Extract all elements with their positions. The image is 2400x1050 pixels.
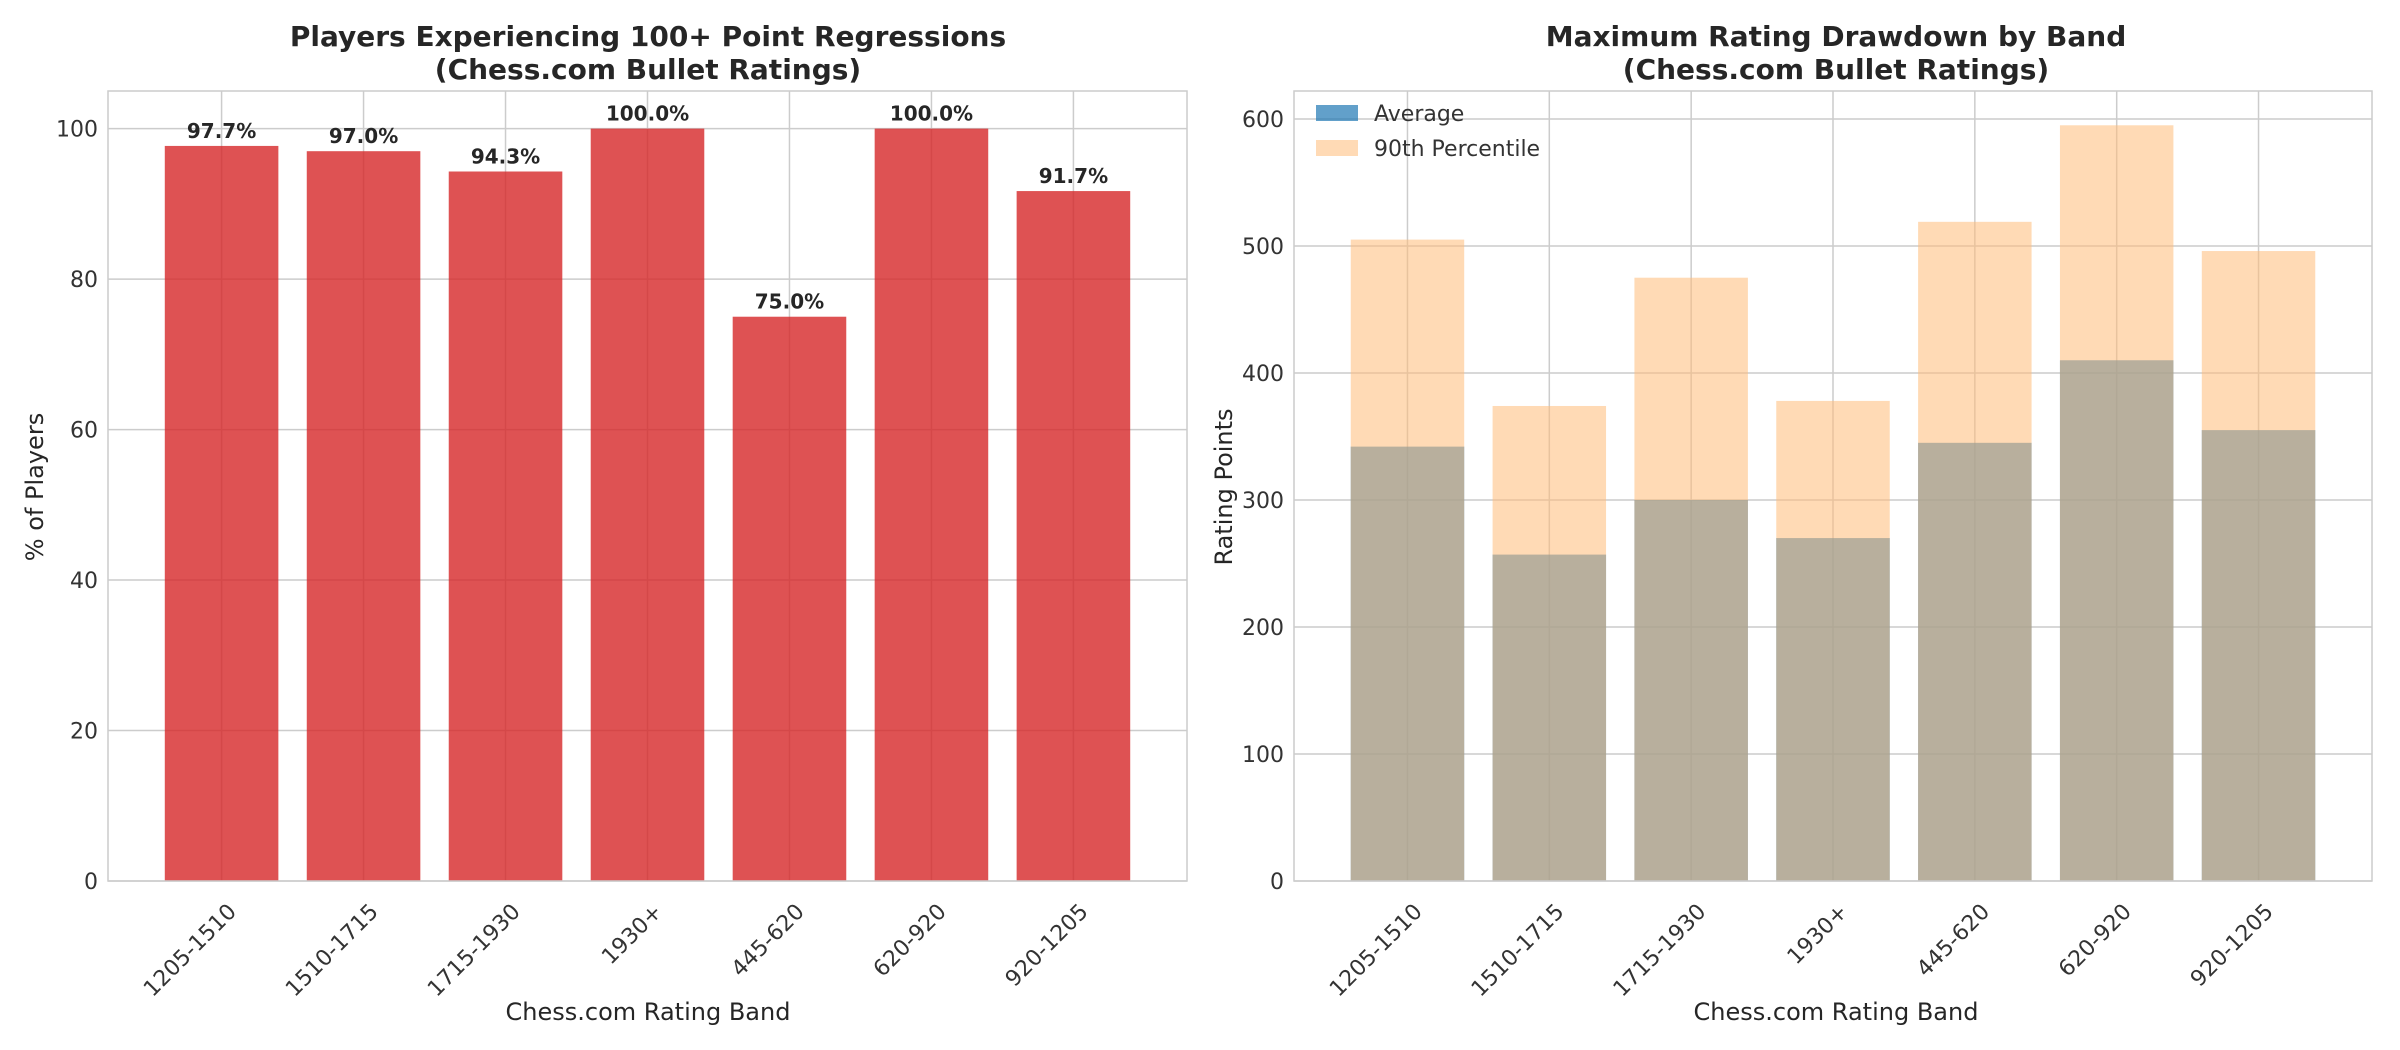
bar [874, 128, 989, 882]
x-tick-label: 1510-1715 [1467, 899, 1569, 1001]
bars [1350, 125, 2316, 881]
x-tick-label: 1930+ [1783, 899, 1853, 969]
y-tick-label: 0 [1270, 870, 1284, 895]
bar [590, 128, 705, 882]
x-tick-label: 1510-1715 [281, 899, 383, 1001]
y-tick-label: 0 [84, 870, 98, 895]
x-tick-label: 920-1205 [2186, 899, 2279, 992]
y-tick-labels: 0 20 40 60 80 100 [56, 118, 98, 895]
legend-label: Average [1374, 102, 1464, 127]
plot-frame [1293, 90, 2373, 882]
chart-title-line-2: (Chess.com Bullet Ratings) [1623, 53, 2049, 86]
x-tick-label: 1930+ [597, 899, 667, 969]
y-tick-label: 80 [70, 268, 98, 293]
data-label: 97.7% [187, 119, 256, 143]
chart-title-line-2: (Chess.com Bullet Ratings) [435, 53, 861, 86]
x-tick-label: 445-620 [1912, 899, 1995, 982]
y-tick-label: 100 [56, 118, 98, 143]
x-axis-label: Chess.com Rating Band [506, 998, 791, 1026]
bar-p90 [1350, 239, 1465, 881]
x-tick-label: 1205-1510 [139, 899, 241, 1001]
x-tick-label: 620-920 [869, 899, 952, 982]
bar [732, 316, 847, 881]
data-label: 75.0% [755, 290, 824, 314]
chart-title-line-1: Players Experiencing 100+ Point Regressi… [290, 20, 1006, 53]
y-tick-label: 60 [70, 419, 98, 444]
y-tick-label: 400 [1242, 362, 1284, 387]
y-axis-label: % of Players [21, 413, 49, 561]
bar-p90 [1634, 277, 1748, 881]
legend-swatch [1316, 105, 1358, 121]
x-axis-label: Chess.com Rating Band [1694, 998, 1979, 1026]
bar-p90 [1776, 400, 1890, 881]
bars: 97.7% 97.0% 94.3% 100.0% 75.0% 100.0% 91.7% [164, 102, 1131, 882]
bar-p90 [2059, 125, 2174, 881]
x-tick-label: 1715-1930 [1609, 899, 1711, 1001]
data-label: 91.7% [1039, 164, 1108, 188]
y-axis-label: Rating Points [1210, 408, 1238, 565]
chart-title-line-1: Maximum Rating Drawdown by Band [1546, 20, 2127, 53]
x-tick-label: 620-920 [2054, 899, 2137, 982]
y-tick-labels: 0 100 200 300 400 500 600 [1242, 108, 1284, 895]
x-tick-labels: 1205-1510 1510-1715 1715-1930 1930+ 445-620 6… [139, 899, 1093, 1001]
bar-p90 [1492, 405, 1607, 881]
plot-frame [107, 90, 1188, 882]
y-tick-label: 40 [70, 569, 98, 594]
data-label: 100.0% [606, 102, 689, 126]
x-tick-label: 920-1205 [1001, 899, 1094, 992]
data-label: 94.3% [471, 145, 540, 169]
y-tick-label: 100 [1242, 743, 1284, 768]
legend-label: 90th Percentile [1374, 137, 1540, 162]
bar [164, 145, 279, 881]
y-tick-label: 600 [1242, 108, 1284, 133]
bar-p90 [2201, 251, 2316, 881]
x-tick-labels: 1205-1510 1510-1715 1715-1930 1930+ 445-620 6… [1325, 899, 2279, 1001]
legend-swatch [1316, 140, 1358, 156]
bar [1016, 191, 1131, 882]
drawdown-chart: Maximum Rating Drawdown by Band (Chess.c… [1210, 20, 2373, 1026]
bar-p90 [1918, 221, 2032, 881]
x-tick-label: 1715-1930 [423, 899, 525, 1001]
y-tick-label: 300 [1242, 489, 1284, 514]
x-tick-label: 445-620 [727, 899, 810, 982]
x-tick-label: 1205-1510 [1325, 899, 1427, 1001]
data-label: 97.0% [329, 124, 398, 148]
y-tick-label: 500 [1242, 235, 1284, 260]
y-tick-label: 200 [1242, 616, 1284, 641]
legend: Average 90th Percentile [1316, 102, 1540, 162]
data-label: 100.0% [890, 102, 973, 126]
bar [448, 171, 563, 881]
bar [306, 151, 421, 881]
regression-chart: Players Experiencing 100+ Point Regressi… [21, 20, 1188, 1026]
y-tick-label: 20 [70, 720, 98, 745]
